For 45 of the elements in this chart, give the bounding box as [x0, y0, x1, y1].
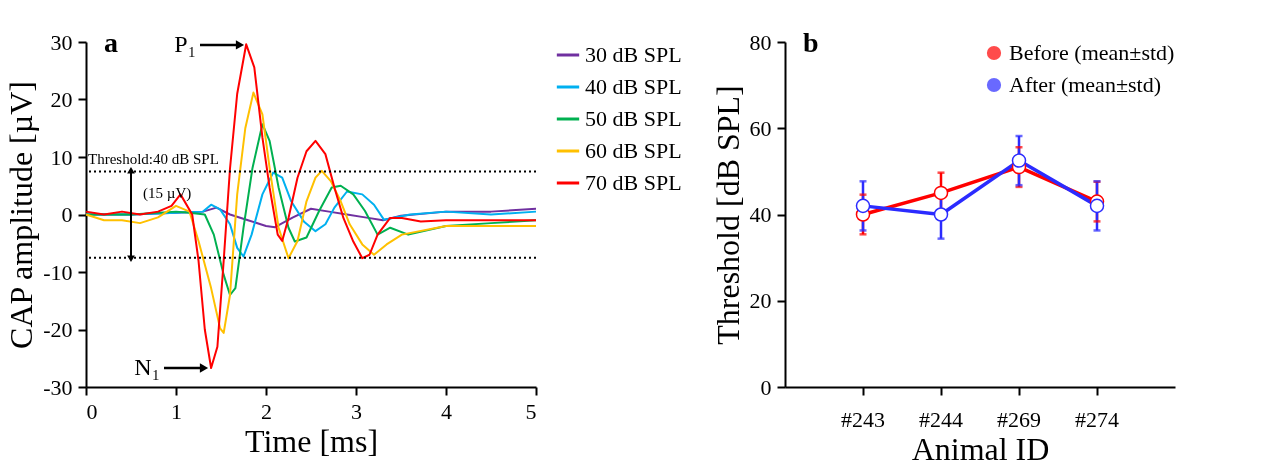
legend-label: 60 dB SPL	[585, 138, 682, 163]
point	[933, 207, 949, 222]
x-tick-label: 5	[525, 398, 537, 424]
y-tick-label: 40	[749, 202, 772, 227]
line-series	[85, 91, 537, 334]
x-tick-label: 3	[351, 398, 362, 424]
annotation: N₁	[134, 354, 160, 381]
x-tick-label: 1	[171, 398, 182, 424]
point	[933, 185, 949, 201]
point	[855, 198, 871, 214]
y-tick-label: 80	[749, 29, 772, 55]
x-tick-label: #243	[841, 406, 885, 432]
y-tick-label: -20	[43, 317, 73, 342]
x-tick-label: #269	[997, 406, 1041, 432]
x-axis-title: Animal ID	[911, 430, 1050, 467]
y-tick-label: 0	[61, 202, 73, 227]
x-tick-label: 2	[261, 398, 272, 424]
point	[1089, 198, 1105, 214]
legend-label: Before (mean±std)	[1009, 40, 1175, 65]
y-axis-title: CAP amplitude [µV]	[3, 81, 40, 349]
legend-label: 70 dB SPL	[585, 170, 682, 195]
y-axis-title: Threshold [dB SPL]	[709, 85, 746, 345]
legend-label: 40 dB SPL	[585, 74, 682, 99]
x-tick-label: 4	[441, 398, 452, 424]
legend-label: 50 dB SPL	[585, 106, 682, 131]
x-tick-label: #244	[919, 406, 963, 432]
y-tick-label: 0	[760, 374, 772, 400]
x-tick-label: #274	[1075, 406, 1119, 432]
y-tick-label: -30	[43, 374, 73, 400]
legend-label: 30 dB SPL	[585, 42, 682, 67]
annotation: b	[803, 27, 819, 58]
y-tick-label: 10	[50, 144, 73, 170]
annotation: P₁	[174, 30, 196, 57]
y-tick-label: -10	[43, 259, 73, 285]
point	[1011, 153, 1027, 168]
y-tick-label: 60	[749, 115, 772, 141]
y-tick-label: 30	[50, 29, 73, 55]
y-tick-label: 20	[749, 288, 772, 314]
annotation: (15 µV)	[143, 184, 192, 202]
annotation: a	[104, 27, 118, 58]
x-tick-label: 0	[86, 398, 98, 424]
legend-label: After (mean±std)	[1009, 72, 1161, 97]
y-tick-label: 20	[50, 87, 73, 112]
x-axis-title: Time [ms]	[244, 422, 379, 459]
annotation: Threshold:40 dB SPL	[88, 151, 219, 168]
